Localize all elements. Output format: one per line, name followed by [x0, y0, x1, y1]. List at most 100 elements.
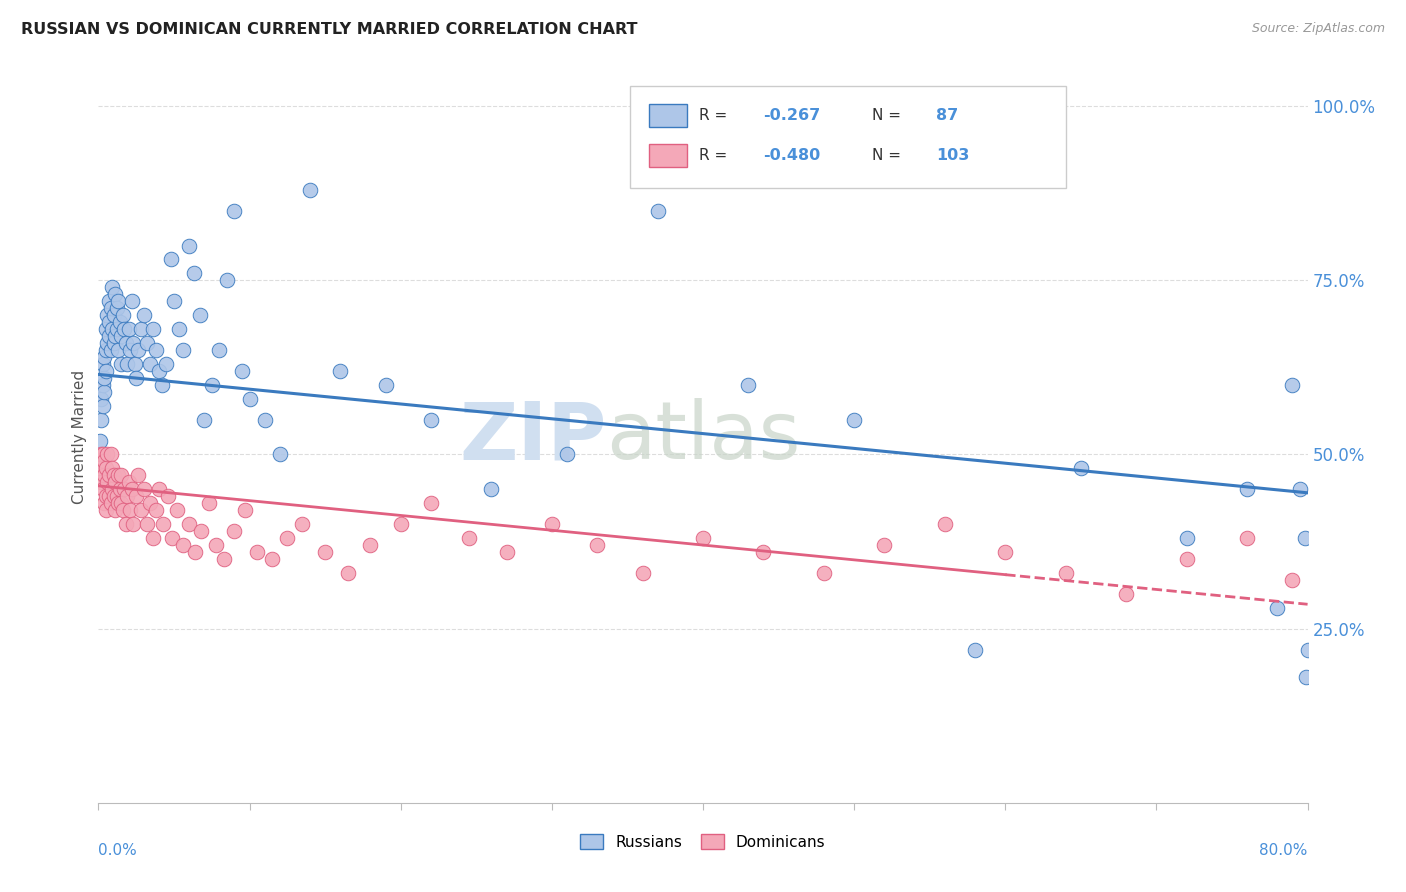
Point — [135, 517, 157, 532]
Point — [90, 448, 112, 462]
Text: RUSSIAN VS DOMINICAN CURRENTLY MARRIED CORRELATION CHART: RUSSIAN VS DOMINICAN CURRENTLY MARRIED C… — [21, 22, 637, 37]
Point — [813, 566, 835, 580]
Point — [101, 483, 124, 497]
Point — [1295, 670, 1317, 684]
Point — [145, 343, 167, 357]
Point — [110, 496, 132, 510]
Point — [1267, 600, 1289, 615]
Point — [103, 489, 125, 503]
Point — [389, 517, 412, 532]
Point — [1386, 552, 1406, 566]
Point — [107, 496, 129, 510]
Point — [269, 448, 291, 462]
Point — [233, 503, 256, 517]
Point — [96, 475, 118, 490]
Point — [1327, 552, 1350, 566]
Point — [91, 448, 114, 462]
Point — [98, 329, 121, 343]
Text: atlas: atlas — [606, 398, 800, 476]
Point — [142, 322, 165, 336]
Point — [1296, 642, 1319, 657]
Text: 0.0%: 0.0% — [98, 843, 138, 858]
Point — [1115, 587, 1137, 601]
Point — [844, 412, 866, 426]
Point — [96, 336, 118, 351]
Point — [231, 364, 253, 378]
Point — [101, 322, 124, 336]
Point — [737, 377, 759, 392]
Point — [1294, 531, 1316, 545]
Text: R =: R = — [699, 108, 733, 123]
Point — [125, 371, 148, 385]
Point — [457, 531, 479, 545]
Text: Source: ZipAtlas.com: Source: ZipAtlas.com — [1251, 22, 1385, 36]
Point — [135, 336, 157, 351]
Point — [1236, 483, 1258, 497]
Point — [360, 538, 382, 552]
Point — [139, 496, 162, 510]
Point — [205, 538, 228, 552]
Point — [224, 524, 246, 538]
Point — [647, 203, 669, 218]
Point — [104, 329, 127, 343]
Point — [586, 538, 609, 552]
Point — [93, 350, 115, 364]
Point — [167, 322, 190, 336]
Point — [160, 252, 183, 267]
Text: 80.0%: 80.0% — [1260, 843, 1308, 858]
Point — [108, 483, 131, 497]
Point — [110, 357, 132, 371]
Point — [101, 280, 124, 294]
Point — [239, 392, 262, 406]
Text: 103: 103 — [936, 148, 970, 163]
Point — [555, 448, 578, 462]
Point — [125, 489, 148, 503]
Point — [420, 412, 443, 426]
Text: N =: N = — [872, 148, 905, 163]
Point — [107, 294, 129, 309]
Point — [103, 308, 125, 322]
Text: R =: R = — [699, 148, 733, 163]
Point — [314, 545, 336, 559]
Point — [108, 315, 131, 329]
Point — [122, 517, 145, 532]
Point — [188, 308, 211, 322]
Point — [94, 322, 117, 336]
Point — [93, 496, 115, 510]
Point — [89, 434, 111, 448]
Text: N =: N = — [872, 108, 905, 123]
Point — [299, 183, 322, 197]
Point — [291, 517, 314, 532]
Point — [105, 489, 128, 503]
Point — [934, 517, 956, 532]
FancyBboxPatch shape — [630, 86, 1066, 188]
Point — [129, 322, 152, 336]
Point — [107, 468, 129, 483]
Point — [329, 364, 352, 378]
Point — [94, 489, 117, 503]
Point — [540, 517, 562, 532]
Point — [201, 377, 224, 392]
Point — [105, 301, 128, 316]
Point — [94, 503, 117, 517]
Text: ZIP: ZIP — [458, 398, 606, 476]
Point — [98, 315, 121, 329]
Point — [1289, 483, 1312, 497]
Point — [1402, 587, 1406, 601]
Point — [1054, 566, 1077, 580]
Point — [98, 294, 121, 309]
Point — [374, 377, 396, 392]
Point — [224, 203, 246, 218]
Point — [91, 399, 114, 413]
Point — [90, 475, 112, 490]
Point — [122, 336, 145, 351]
Point — [114, 336, 136, 351]
Point — [1175, 531, 1198, 545]
Point — [262, 552, 284, 566]
Point — [246, 545, 269, 559]
Point — [215, 273, 238, 287]
Point — [94, 461, 117, 475]
Point — [89, 461, 111, 475]
Point — [495, 545, 517, 559]
Point — [179, 238, 201, 252]
